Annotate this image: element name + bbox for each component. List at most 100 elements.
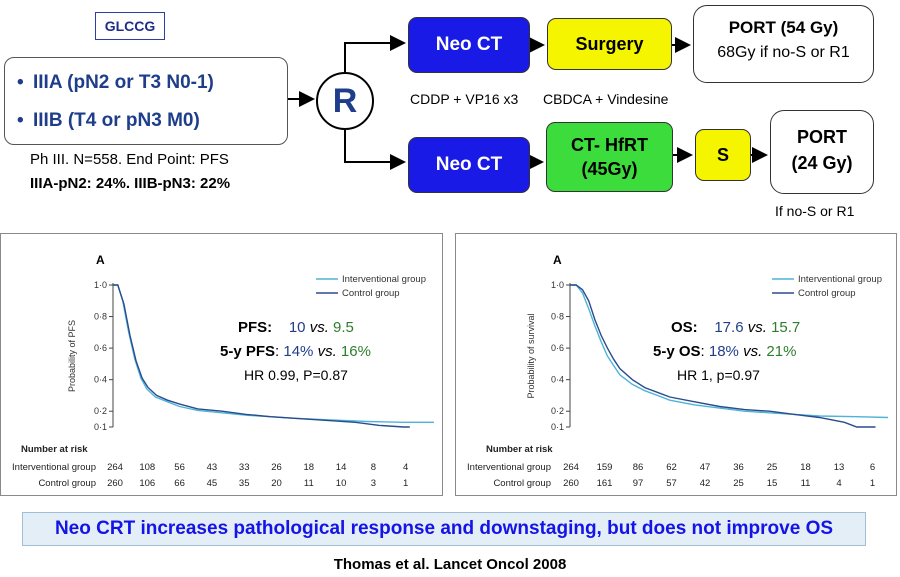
risk-value: 47 xyxy=(700,462,711,473)
risk-value: 18 xyxy=(800,462,811,473)
risk-value: 97 xyxy=(633,478,644,489)
annotation-five-year: 5-y OS: 18% vs. 21% xyxy=(653,343,796,360)
annotation-part: PFS: xyxy=(238,319,272,336)
os-km-chart: A 1·0 0·8 0·6 0·4 0·2 0·1 Probability of surviv… xyxy=(467,253,889,489)
conclusion-banner: Neo CRT increases pathological response … xyxy=(22,512,866,546)
s-box: S xyxy=(695,129,751,181)
annotation-part: OS: xyxy=(671,319,698,336)
risk-value: 3 xyxy=(371,478,376,489)
y-tick-label: 0·2 xyxy=(551,406,564,416)
y-tick-label: 0·4 xyxy=(94,375,107,385)
randomization-circle: R xyxy=(316,72,374,130)
risk-value: 56 xyxy=(174,462,185,473)
arrow-r-to-arm2 xyxy=(344,130,406,170)
trial-info: Ph III. N=558. End Point: PFS xyxy=(30,151,229,168)
risk-value: 264 xyxy=(563,462,579,473)
port-arm2-line2: (24 Gy) xyxy=(791,153,853,173)
risk-value: 35 xyxy=(239,478,250,489)
pfs-panel: A 1·0 0·8 0·6 0·4 0·2 0·1 Probability of PFS Int… xyxy=(0,233,443,496)
risk-value: 42 xyxy=(700,478,711,489)
ct-hfrt-line2: (45Gy) xyxy=(581,159,638,179)
port-box-arm1: PORT (54 Gy) 68Gy if no-S or R1 xyxy=(693,5,874,83)
risk-value: 62 xyxy=(666,462,677,473)
risk-value: 25 xyxy=(733,478,744,489)
stage-list: IIIA (pN2 or T3 N0-1) IIIB (T4 or pN3 M0… xyxy=(15,64,281,140)
annotation-hr: HR 1, p=0.97 xyxy=(677,367,760,383)
pfs-km-chart: A 1·0 0·8 0·6 0·4 0·2 0·1 Probability of PFS Int… xyxy=(12,253,434,489)
risk-value: 36 xyxy=(733,462,744,473)
y-axis-label: Probability of PFS xyxy=(67,320,77,392)
risk-value: 161 xyxy=(597,478,613,489)
annotation-part: 10 xyxy=(272,319,310,336)
annotation-part: 5-y OS xyxy=(653,343,701,360)
annotation-part: 16% xyxy=(341,343,371,360)
risk-value: 106 xyxy=(139,478,155,489)
group-tag: GLCCG xyxy=(95,12,165,40)
risk-value: 18 xyxy=(304,462,315,473)
risk-value: 15 xyxy=(767,478,778,489)
risk-row-label: Interventional group xyxy=(467,462,551,473)
risk-value: 1 xyxy=(403,478,408,489)
y-tick-label: 0·6 xyxy=(551,343,564,353)
control-curve xyxy=(570,284,876,428)
legend-label: Control group xyxy=(342,288,400,299)
os-panel: A 1·0 0·8 0·6 0·4 0·2 0·1 Probability of surviv… xyxy=(455,233,897,496)
annotation-part: 18% xyxy=(709,343,743,360)
legend-label: Interventional group xyxy=(342,274,426,285)
annotation-part: : xyxy=(701,343,709,360)
risk-row-label: Interventional group xyxy=(12,462,96,473)
legend-label: Control group xyxy=(798,288,856,299)
risk-value: 6 xyxy=(870,462,875,473)
risk-table-title: Number at risk xyxy=(486,444,553,455)
y-tick-label: 0·4 xyxy=(551,375,564,385)
y-axis-label: Probability of survival xyxy=(526,313,536,398)
risk-value: 8 xyxy=(371,462,376,473)
risk-value: 108 xyxy=(139,462,155,473)
arm2-note: If no-S or R1 xyxy=(775,203,855,219)
arrow-r-to-arm1 xyxy=(344,35,406,72)
stage-item-iiia: IIIA (pN2 or T3 N0-1) xyxy=(17,64,281,102)
risk-value: 159 xyxy=(597,462,613,473)
annotation-part: vs. xyxy=(310,319,333,336)
risk-value: 20 xyxy=(271,478,282,489)
arm1-regimen-right: CBDCA + Vindesine xyxy=(543,91,669,107)
risk-value: 260 xyxy=(563,478,579,489)
annotation-part: 14% xyxy=(283,343,317,360)
y-tick-label: 1·0 xyxy=(94,280,107,290)
port-arm1-note: 68Gy if no-S or R1 xyxy=(717,44,850,61)
panel-letter: A xyxy=(553,253,562,267)
port-arm1-title: PORT (54 Gy) xyxy=(728,18,839,37)
risk-value: 260 xyxy=(107,478,123,489)
risk-value: 264 xyxy=(107,462,123,473)
annotation-part: vs. xyxy=(743,343,766,360)
surgery-box: Surgery xyxy=(547,18,672,70)
y-tick-label: 0·1 xyxy=(94,422,107,432)
annotation-part: 9.5 xyxy=(333,319,354,336)
risk-value: 25 xyxy=(767,462,778,473)
y-tick-label: 0·2 xyxy=(94,406,107,416)
risk-value: 4 xyxy=(836,478,841,489)
risk-value: 14 xyxy=(336,462,347,473)
annotation-part: : xyxy=(275,343,283,360)
stage-item-iiib: IIIB (T4 or pN3 M0) xyxy=(17,102,281,140)
annotation-median: PFS: 10 vs. 9.5 xyxy=(238,319,354,336)
flow-connectors xyxy=(288,35,768,170)
ct-hfrt-line1: CT- HfRT xyxy=(571,135,648,155)
annotation-hr: HR 0.99, P=0.87 xyxy=(244,367,348,383)
risk-row-label: Control group xyxy=(38,478,96,489)
annotation-median: OS: 17.6 vs. 15.7 xyxy=(671,319,800,336)
risk-value: 86 xyxy=(633,462,644,473)
risk-value: 57 xyxy=(666,478,677,489)
annotation-part: vs. xyxy=(748,319,771,336)
neo-ct-box-arm2: Neo CT xyxy=(408,137,530,193)
port-arm2-line1: PORT xyxy=(796,127,847,147)
risk-value: 4 xyxy=(403,462,408,473)
risk-value: 26 xyxy=(271,462,282,473)
risk-value: 13 xyxy=(834,462,845,473)
y-tick-label: 1·0 xyxy=(551,280,564,290)
y-tick-label: 0·8 xyxy=(551,312,564,322)
stage-box: IIIA (pN2 or T3 N0-1) IIIB (T4 or pN3 M0… xyxy=(4,57,288,145)
risk-table-title: Number at risk xyxy=(21,444,88,455)
legend-label: Interventional group xyxy=(798,274,882,285)
risk-value: 66 xyxy=(174,478,185,489)
